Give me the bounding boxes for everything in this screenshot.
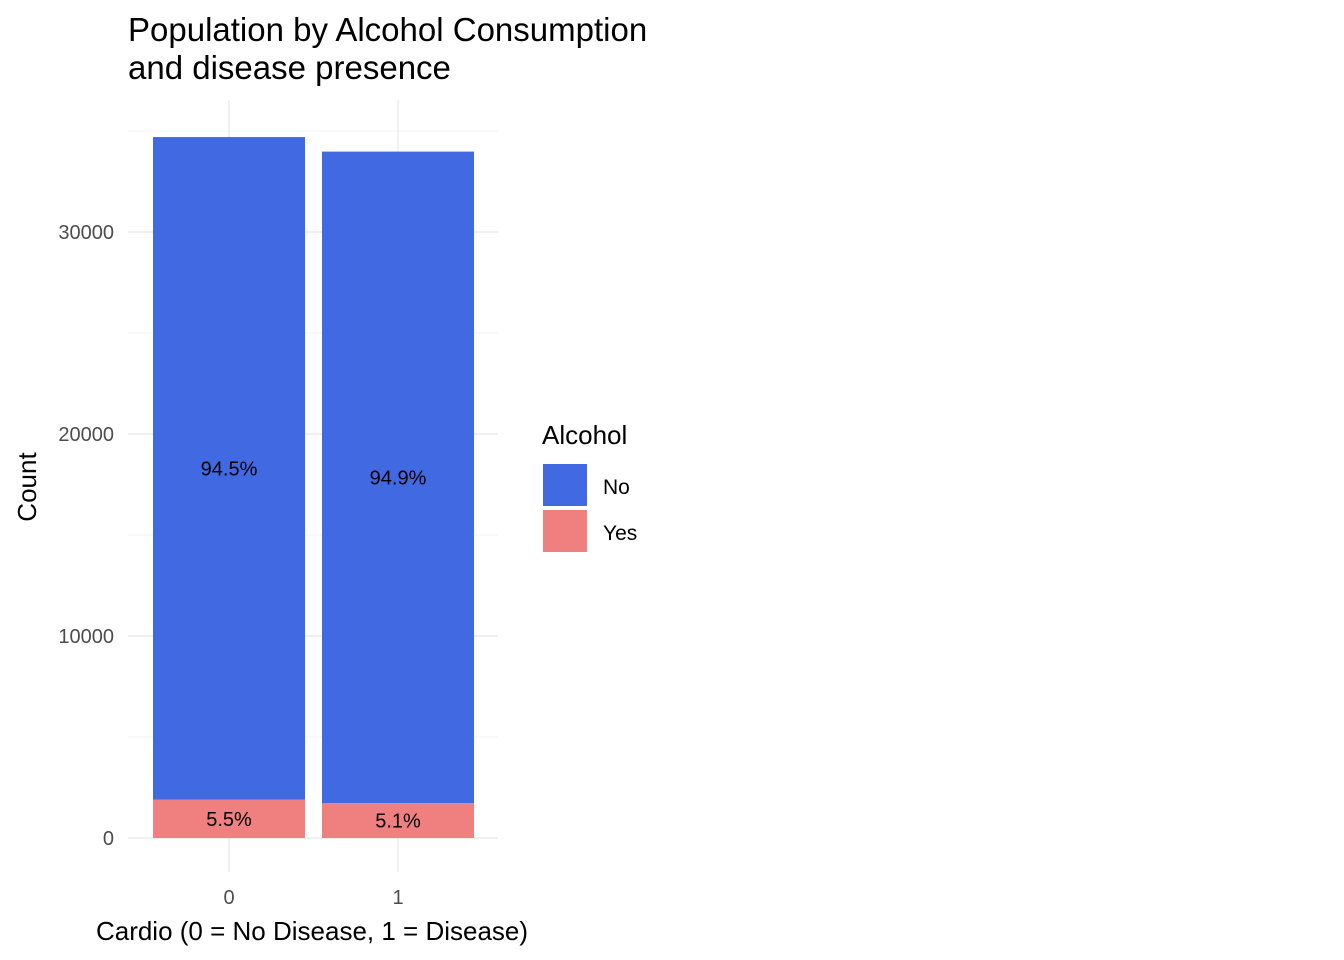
bar-label-yes-cardio-1: 5.1%	[375, 811, 421, 833]
y-tick-label: 30000	[58, 222, 114, 244]
bar-percentage-labels: 5.5% 94.5% 5.1% 94.9%	[201, 458, 427, 832]
y-axis-tick-labels: 0 10000 20000 30000	[58, 222, 114, 850]
legend: Alcohol No Yes	[542, 420, 637, 552]
bar-yes-cardio-1	[322, 803, 474, 838]
bar-yes-cardio-0	[153, 799, 305, 838]
legend-swatch-yes	[543, 510, 587, 552]
legend-label-no: No	[603, 476, 630, 499]
legend-items: No Yes	[543, 464, 637, 552]
y-tick-label: 20000	[58, 424, 114, 446]
x-axis-label: Cardio (0 = No Disease, 1 = Disease)	[96, 916, 528, 946]
legend-swatch-no	[543, 464, 587, 506]
bar-label-no-cardio-1: 94.9%	[370, 467, 427, 489]
legend-label-yes: Yes	[603, 522, 637, 545]
x-tick-label: 0	[223, 887, 234, 909]
legend-title: Alcohol	[542, 420, 627, 450]
bar-no-cardio-0	[153, 137, 305, 800]
y-axis-label: Count	[12, 452, 42, 522]
bar-label-no-cardio-0: 94.5%	[201, 458, 258, 480]
chart-subtitle: and disease presence	[128, 49, 451, 86]
bar-no-cardio-1	[322, 151, 474, 804]
chart-title: Population by Alcohol Consumption	[128, 11, 647, 48]
x-tick-label: 1	[392, 887, 403, 909]
bar-label-yes-cardio-0: 5.5%	[206, 809, 252, 831]
y-tick-label: 0	[103, 828, 114, 850]
bar-stacks	[153, 137, 474, 838]
y-tick-label: 10000	[58, 626, 114, 648]
